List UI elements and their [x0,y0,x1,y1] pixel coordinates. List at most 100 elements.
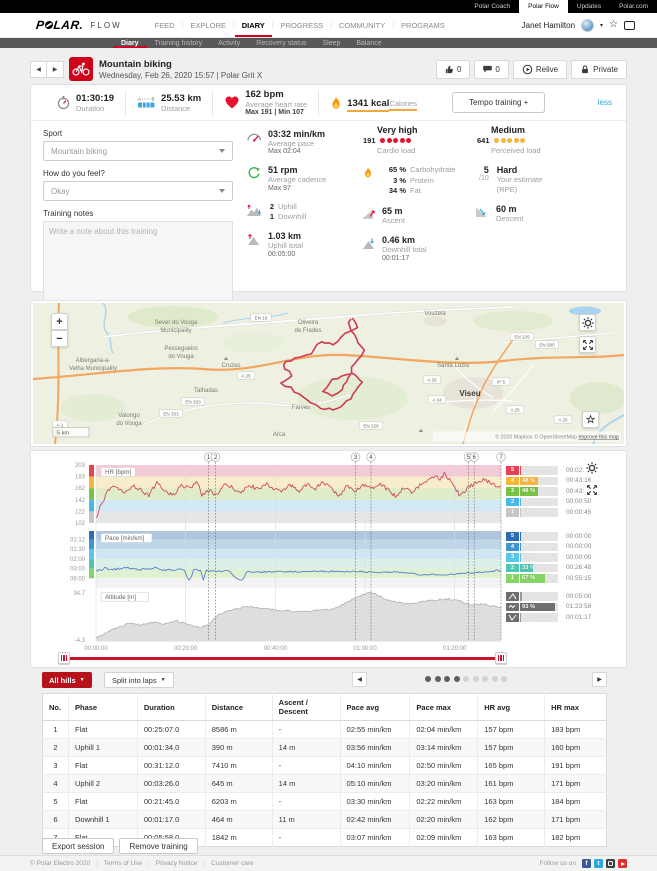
improve-map-link[interactable]: Improve this map [578,435,619,441]
nav-item-programs[interactable]: PROGRAMS [401,20,445,30]
pace-y-tick: 06:00 [70,576,86,582]
zone-bar-track: 0 % [520,532,558,541]
lap-row[interactable]: 5 Flat 00:21:45.0 6203 m -03:30 min/km 02:22 … [42,792,607,811]
user-caret-down-icon[interactable]: ▾ [600,22,604,29]
training-target-button[interactable]: Tempo training + [451,92,546,113]
export-session-button[interactable]: Export session [42,838,115,854]
pace-zone-band [96,539,501,550]
lap-row[interactable]: 4 Uphill 2 00:03:26.0 645 m 14 m 05:10 min/km… [42,774,607,793]
subnav-item-activity[interactable]: Activity [218,39,241,47]
nav-item-community[interactable]: COMMUNITY [338,20,386,30]
instagram-icon[interactable] [606,859,615,868]
less-link[interactable]: less [597,98,612,107]
zone-bar [520,532,522,541]
map-favorite-star-icon[interactable]: ☆ [582,411,599,428]
topbar-link-polar-com[interactable]: Polar.com [619,3,648,10]
nav-item-feed[interactable]: FEED [154,20,175,30]
subnav-item-balance[interactable]: Balance [356,39,382,47]
subnav-item-training-history[interactable]: Training history [154,39,203,47]
nav-item-progress[interactable]: PROGRESS [280,20,324,30]
metrics-column-3: Medium 641 Perceived load 5/10 Hard Your … [473,125,591,234]
scrubber-handle-right[interactable] [495,652,507,664]
pagination-dot[interactable] [491,676,498,682]
footer-link-privacy-notice[interactable]: Privacy Notice [155,860,198,867]
pagination-dot[interactable] [472,676,479,682]
map-fullscreen-icon[interactable] [579,336,596,353]
map-label: Arca [273,432,286,438]
pace-zone-strip [89,539,94,550]
sport-select[interactable]: Mountain biking [43,141,233,161]
feel-select[interactable]: Okay [43,181,233,201]
favorites-star-icon[interactable]: ☆ [609,19,618,30]
lap-row[interactable]: 6 Downhill 1 00:01:17.0 464 m 11 m 02:42 min/… [42,810,607,829]
lap-marker-badge[interactable] [210,452,221,462]
chart-settings-gear-icon[interactable] [584,460,600,476]
lap-row[interactable]: 1 Flat 00:25:07.0 8586 m -02:55 min/km 02:04 … [42,720,607,739]
topbar-link-updates[interactable]: Updates [576,3,602,10]
facebook-icon[interactable]: f [582,859,591,868]
map-zoom-out-button[interactable]: − [51,330,68,347]
laps-filter-button[interactable]: All hills ▼ [42,672,92,688]
subnav-item-diary[interactable]: Diary [113,38,147,48]
topbar-link-polar-coach[interactable]: Polar Coach [474,3,511,10]
map-settings-gear-icon[interactable] [579,314,596,331]
laps-page-next-button[interactable]: ▶ [592,672,607,687]
hr-minmax: Max 191 | Min 107 [245,109,304,116]
hr-zone-band [96,499,501,512]
lap-marker-badge[interactable] [366,452,376,462]
laps-page-prev-button[interactable]: ◀ [352,672,367,687]
lap-cell: 2 [42,738,69,757]
youtube-icon[interactable] [618,859,627,868]
scrubber-handle-left[interactable] [58,652,70,664]
lap-marker-badge[interactable] [496,452,506,462]
lap-marker-badge[interactable] [469,452,479,462]
lap-row[interactable]: 2 Uphill 1 00:01:34.0 390 m 14 m 03:56 min/km… [42,738,607,757]
avatar[interactable] [581,18,595,32]
pagination-dot[interactable] [434,676,441,682]
comment-button[interactable]: 0 [474,59,509,79]
prev-session-button[interactable]: ◀ [30,60,47,78]
session-header: ◀ ▶ Mountain biking Wednesday, Feb 26, 2… [30,56,627,82]
private-button[interactable]: Private [571,59,627,79]
next-session-button[interactable]: ▶ [47,60,64,78]
training-notes-input[interactable] [43,221,233,305]
zone-chip: 3 [506,487,519,496]
pagination-dot[interactable] [425,676,431,682]
footer-link-terms-of-use[interactable]: Terms of Use [103,860,143,867]
laps-controls: All hills ▼ Split into laps ▼ ◀ ▶ [42,672,607,689]
nav-item-diary[interactable]: DIARY [235,13,272,37]
road-shield-label: A 25 [510,408,520,413]
rpe-metric: 5/10 Hard Your estimate (RPE) [479,165,543,194]
lap-marker-badge[interactable] [350,452,361,462]
training-charts[interactable]: 00:00:00 00:20:00 00:40:00 01:00:00 01:20:00… [31,451,628,669]
subnav-item-sleep[interactable]: Sleep [322,39,341,47]
footer-link-customer-care[interactable]: Customer care [211,860,254,867]
session-titles: Mountain biking Wednesday, Feb 26, 2020 … [99,59,262,80]
pagination-dot[interactable] [463,676,469,682]
relive-button[interactable]: Relive [512,59,568,79]
lap-row[interactable]: 3 Flat 00:31:12.0 7410 m -04:10 min/km 02:50 … [42,756,607,775]
pagination-dot[interactable] [501,676,507,682]
route-map[interactable]: EN 16 A 25 EN 333 EN 333 A 1 EN 229 EN 580 A 26… [30,300,627,447]
comment-bubble-icon [483,65,493,73]
twitter-icon[interactable]: t [594,859,603,868]
like-button[interactable]: 0 [435,59,471,79]
topbar-link-polar-flow[interactable]: Polar Flow [519,0,568,13]
timeline-scrubber-track[interactable] [64,657,501,660]
nav-item-explore[interactable]: EXPLORE [190,20,226,30]
polar-logo[interactable]: P LAR. FLOW [35,13,122,37]
messages-icon[interactable] [624,20,635,30]
calories-stat[interactable]: 1341 kcalCalories [319,90,428,116]
pagination-dot[interactable] [444,676,450,682]
pagination-dot[interactable] [482,676,488,682]
avg-cadence-metric: 51 rpm Average cadence Max 97 [245,165,351,192]
map-zoom-in-button[interactable]: + [51,313,68,330]
cadence-icon [245,165,263,191]
pagination-dot[interactable] [453,676,460,682]
split-into-laps-button[interactable]: Split into laps ▼ [104,672,174,688]
subnav-item-recovery-status[interactable]: Recovery status [256,39,307,47]
remove-training-button[interactable]: Remove training [119,838,198,854]
session-subtitle: Wednesday, Feb 26, 2020 15:57 | Polar Gr… [99,70,263,80]
chart-expand-icon[interactable] [584,482,600,498]
